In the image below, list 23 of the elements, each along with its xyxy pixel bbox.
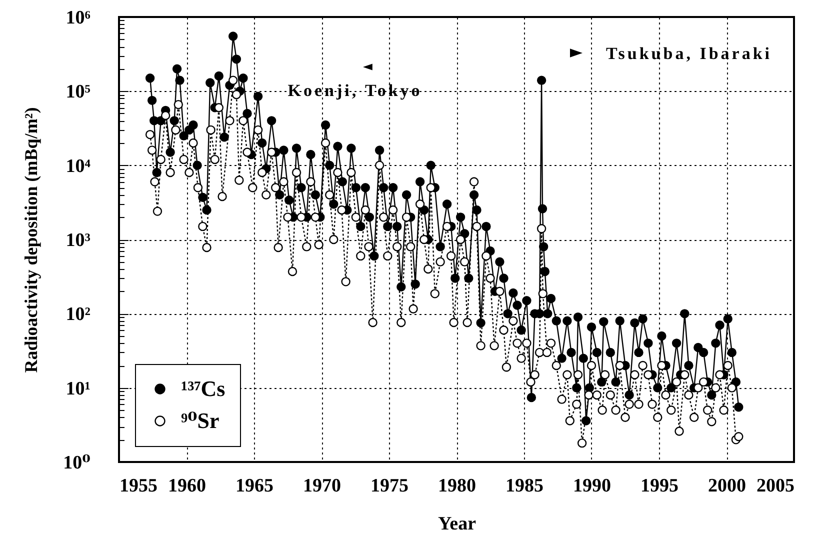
y-tick-label: 10⁴ bbox=[66, 156, 91, 177]
legend-label: ¹³⁷Cs bbox=[181, 376, 226, 401]
x-tick-label: 1990 bbox=[573, 476, 611, 496]
y-tick-label: 10³ bbox=[66, 230, 91, 251]
annotation: Tsukuba, Ibaraki bbox=[606, 44, 772, 63]
x-tick-label: 1995 bbox=[640, 476, 678, 496]
y-tick-label: 10¹ bbox=[66, 378, 90, 400]
x-tick-label: 1955 bbox=[120, 476, 158, 496]
y-axis-title: Radioactivity deposition (mBq/m²) bbox=[21, 107, 42, 373]
x-tick-label: 1980 bbox=[438, 476, 476, 496]
x-tick-label: 1960 bbox=[168, 476, 206, 496]
x-tick-label: 1965 bbox=[236, 476, 274, 496]
y-tick-label: 10² bbox=[66, 304, 91, 326]
x-tick-label: 2005 bbox=[756, 476, 794, 496]
x-tick-label: 1970 bbox=[303, 476, 341, 496]
x-axis-title: Year bbox=[438, 514, 477, 534]
y-tick-label: 10⁰ bbox=[63, 452, 90, 474]
x-tick-label: 1975 bbox=[370, 476, 408, 496]
y-tick-label: 10⁵ bbox=[66, 82, 91, 103]
y-tick-label: 10⁶ bbox=[66, 8, 91, 28]
legend-label: ⁹⁰Sr bbox=[181, 408, 220, 433]
x-tick-label: 1985 bbox=[506, 476, 544, 496]
x-tick-label: 2000 bbox=[708, 476, 746, 496]
